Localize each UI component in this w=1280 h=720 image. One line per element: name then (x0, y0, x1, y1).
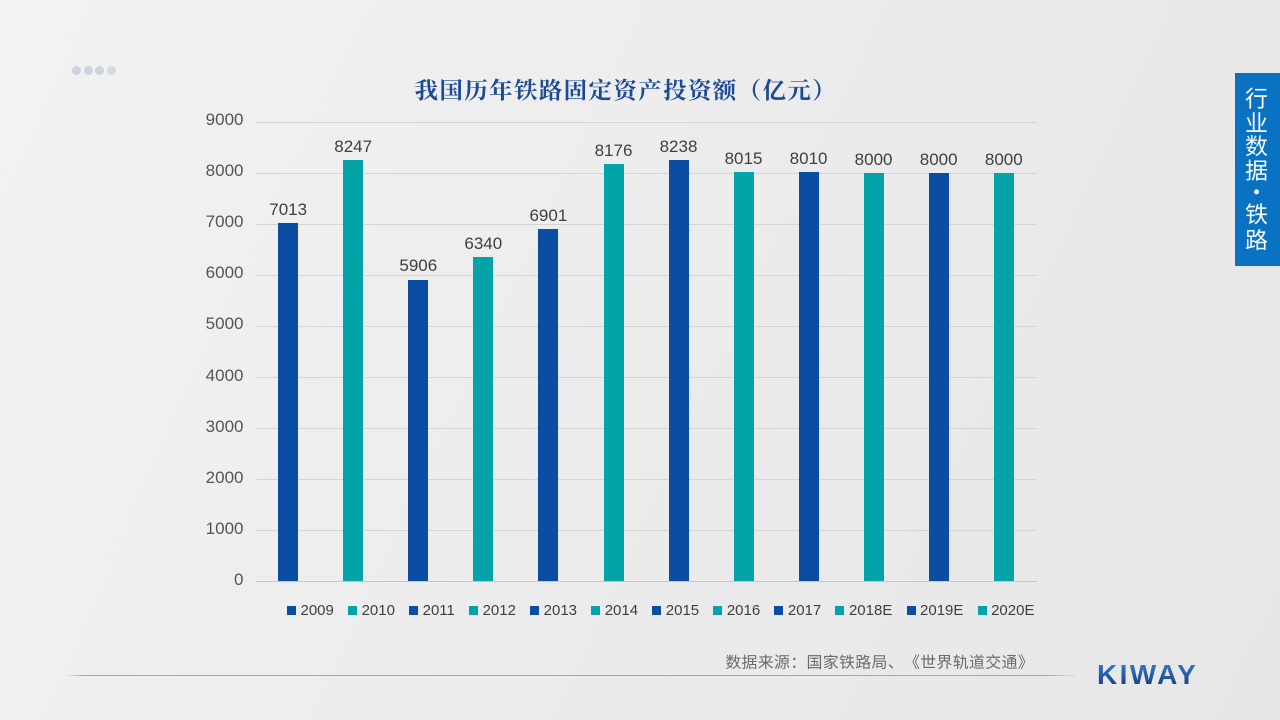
svg-text:KIWAY: KIWAY (1097, 659, 1198, 690)
